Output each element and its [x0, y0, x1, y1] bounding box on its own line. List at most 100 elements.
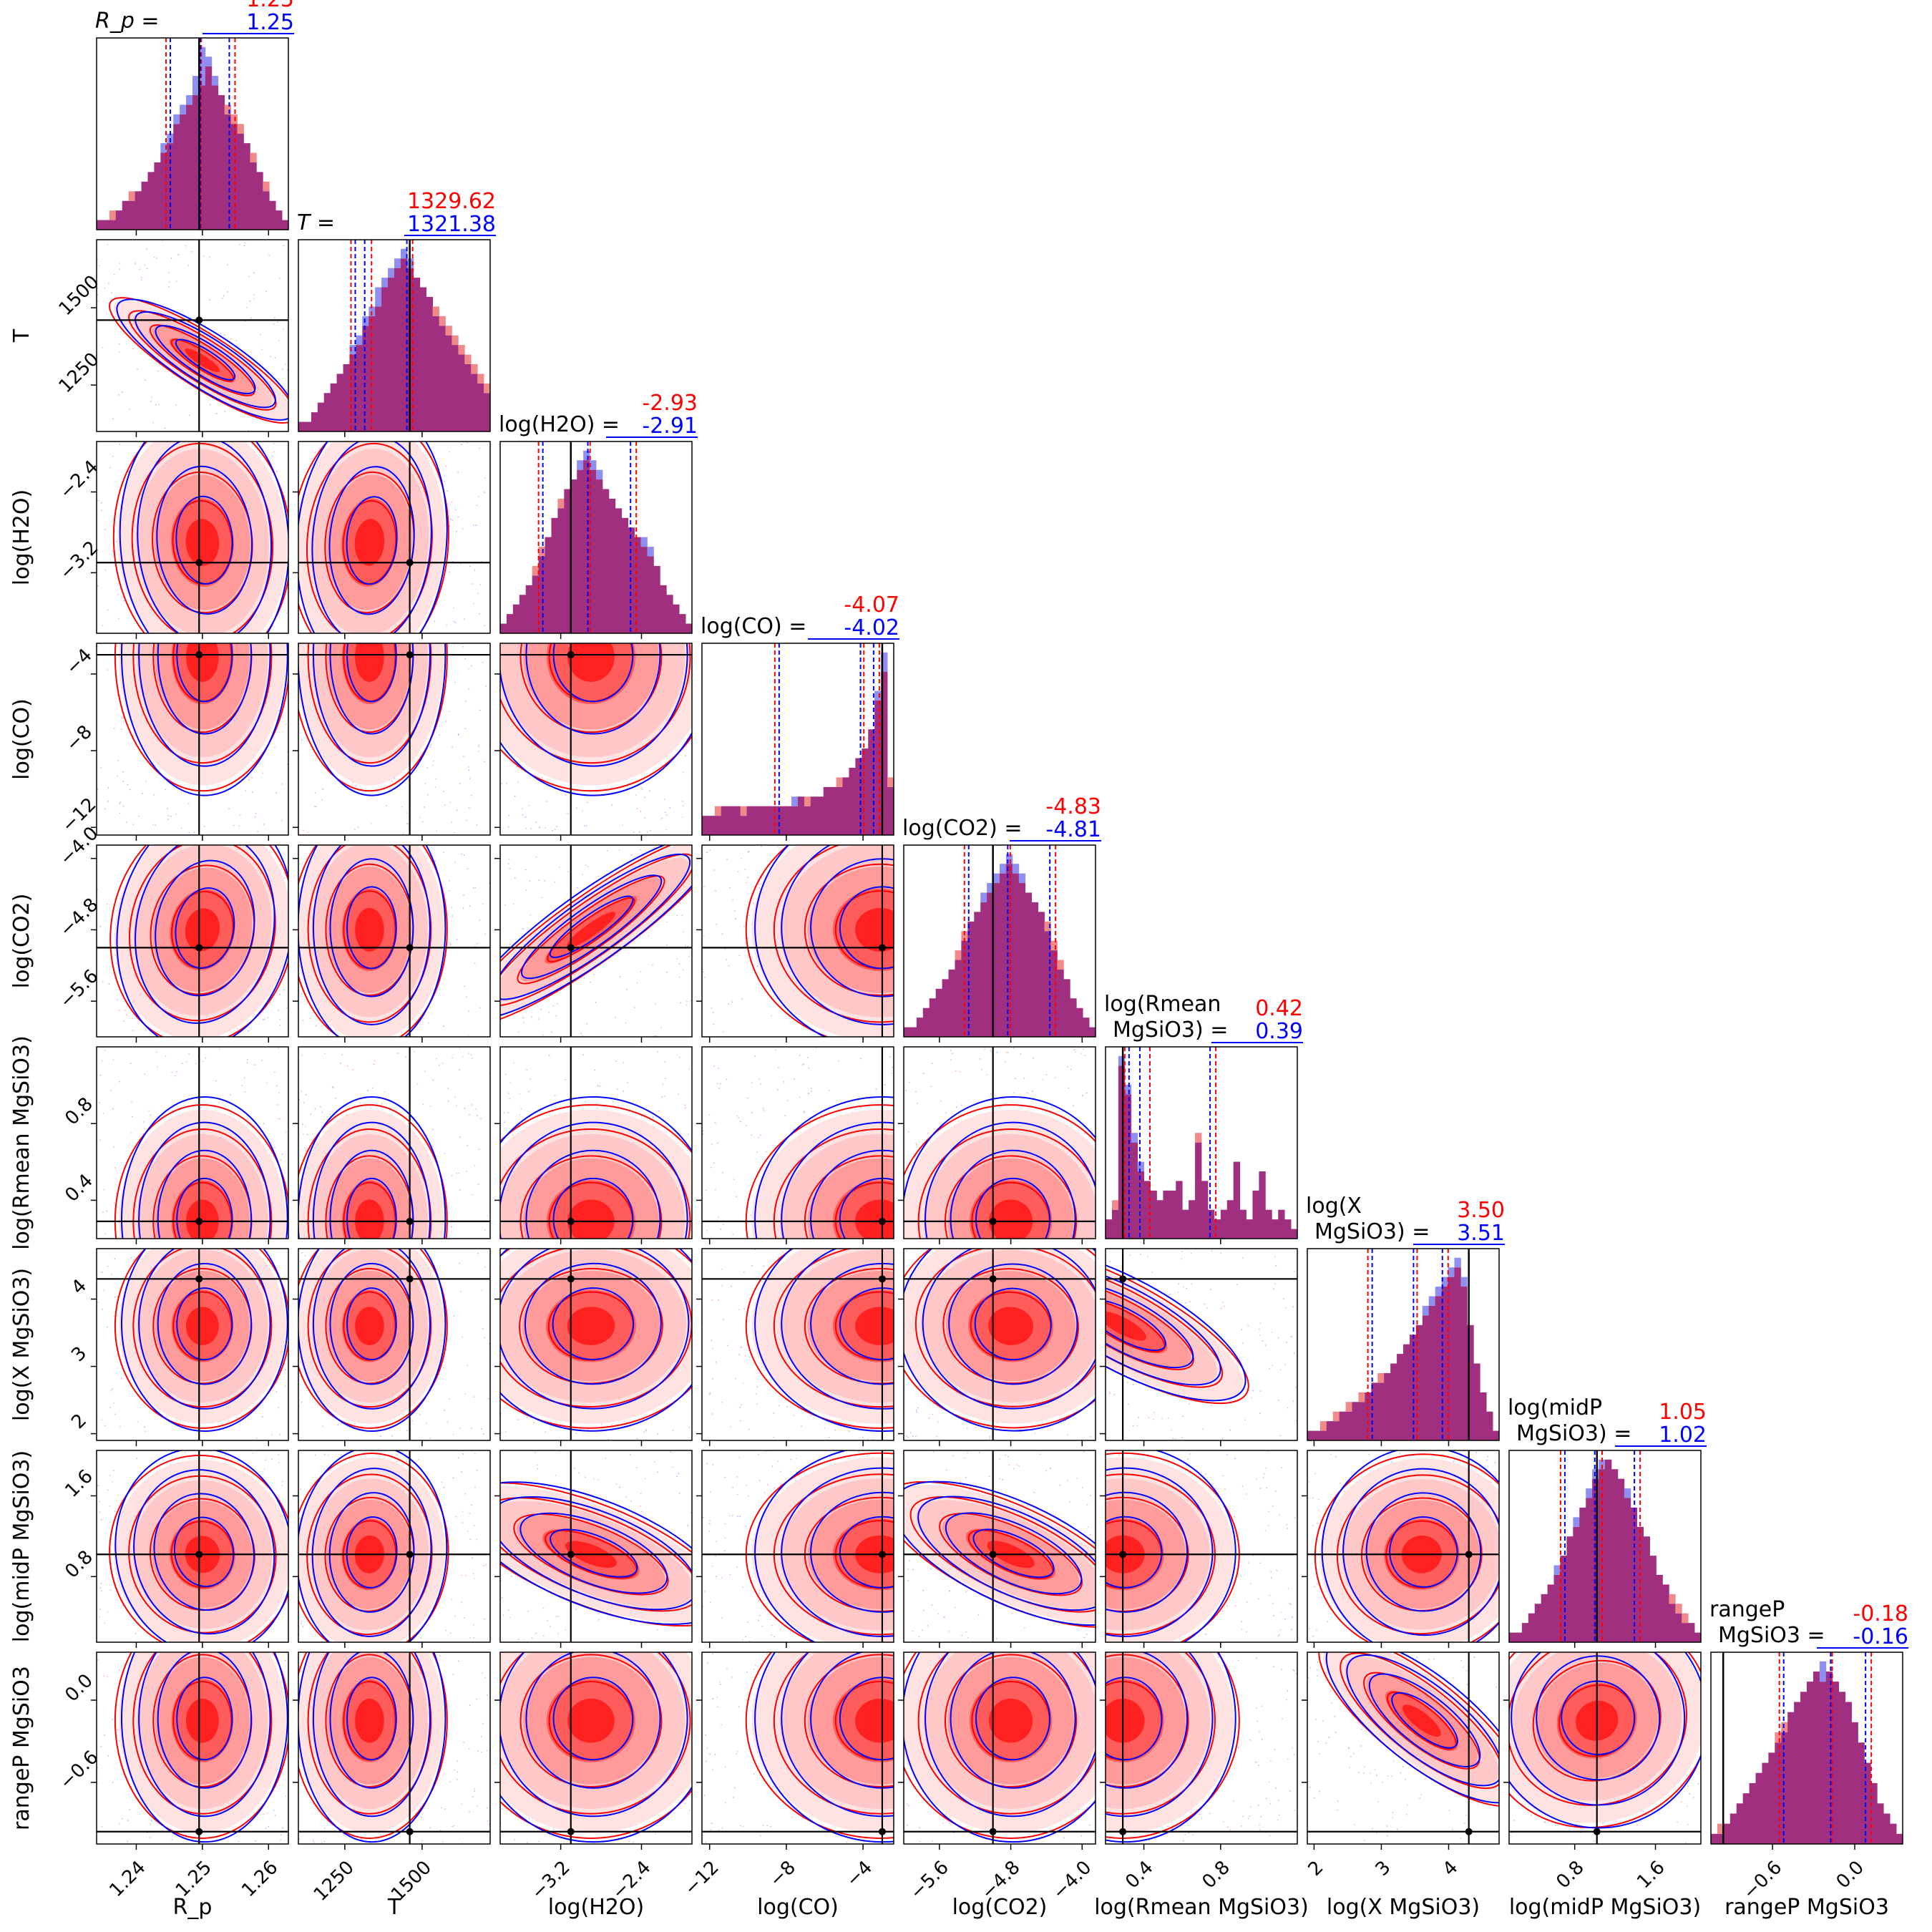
scatter-point: [1132, 1425, 1134, 1427]
scatter-point: [104, 287, 106, 289]
scatter-point: [209, 404, 211, 406]
scatter-point: [165, 789, 166, 791]
scatter-point: [286, 751, 288, 753]
scatter-point: [114, 1258, 116, 1259]
scatter-point: [1020, 1053, 1022, 1055]
scatter-point: [633, 831, 635, 833]
scatter-point: [462, 1511, 464, 1513]
scatter-point: [723, 1319, 725, 1321]
histogram-bar-overlap: [500, 623, 507, 633]
scatter-point: [580, 1033, 582, 1035]
scatter-point: [999, 1478, 1000, 1480]
scatter-point: [1215, 1488, 1216, 1489]
scatter-point: [715, 1556, 716, 1557]
scatter-point: [514, 877, 516, 879]
scatter-point: [167, 814, 170, 816]
histogram-bar-overlap: [1246, 1219, 1253, 1239]
histogram-bar-blue: [1018, 873, 1026, 884]
contour-red: [773, 1249, 894, 1408]
histogram-bar-overlap: [1454, 1267, 1461, 1440]
scatter-point: [965, 1631, 967, 1633]
scatter-point: [469, 778, 471, 780]
scatter-point: [778, 1257, 780, 1259]
contour-blue: [137, 441, 273, 633]
density-fill: [185, 519, 220, 566]
scatter-point: [426, 1135, 428, 1137]
scatter-point: [465, 701, 467, 702]
scatter-point: [263, 1468, 265, 1470]
scatter-point: [434, 786, 436, 788]
scatter-point: [548, 1055, 550, 1056]
scatter-point: [109, 1407, 111, 1409]
scatter-point: [261, 1416, 263, 1418]
histogram-bar-overlap: [343, 364, 350, 431]
scatter-point: [444, 1153, 446, 1155]
scatter-point: [429, 1106, 431, 1107]
scatter-point: [97, 1302, 99, 1304]
scatter-point: [119, 1425, 122, 1428]
scatter-point: [1042, 1079, 1044, 1080]
scatter-point: [915, 1142, 917, 1144]
histogram-bar-overlap: [1284, 1219, 1292, 1239]
contour-red: [114, 643, 288, 792]
scatter-point: [753, 902, 755, 904]
scatter-point: [676, 958, 678, 960]
scatter-point: [1211, 1249, 1213, 1252]
histogram-bar-overlap: [525, 585, 533, 633]
scatter-point: [673, 1537, 675, 1539]
scatter-point: [810, 1415, 812, 1417]
scatter-point: [783, 1080, 785, 1083]
scatter-point: [661, 1096, 663, 1098]
scatter-point: [573, 1468, 575, 1469]
scatter-point: [907, 1131, 909, 1133]
scatter-point: [1059, 1484, 1061, 1486]
scatter-point: [246, 1062, 248, 1064]
scatter-point: [274, 1071, 275, 1073]
scatter-point: [716, 923, 718, 925]
scatter-point: [230, 338, 232, 340]
scatter-point: [915, 1143, 917, 1146]
contour-blue: [950, 1149, 1076, 1239]
scatter-point: [687, 945, 689, 947]
scatter-point: [224, 411, 226, 412]
scatter-point: [751, 1265, 753, 1267]
scatter-point: [961, 1634, 963, 1636]
panel-midP-vs-Rmean: [1100, 1450, 1298, 1648]
scatter-point: [514, 795, 516, 797]
scatter-point: [745, 1636, 746, 1638]
truth-point: [878, 944, 886, 952]
scatter-point: [748, 850, 751, 852]
contour-blue: [311, 1468, 432, 1637]
scatter-point: [829, 1090, 830, 1091]
scatter-point: [478, 613, 480, 615]
scatter-point: [771, 1465, 774, 1468]
scatter-point: [614, 1017, 616, 1018]
scatter-point: [464, 985, 465, 987]
histogram-bar-overlap: [727, 806, 735, 835]
contour-red: [547, 897, 635, 962]
contour-red: [306, 442, 433, 633]
scatter-point: [107, 786, 109, 789]
truth-point: [406, 1551, 414, 1558]
scatter-point: [167, 808, 168, 810]
scatter-point: [464, 1393, 466, 1395]
scatter-point: [429, 1438, 431, 1439]
scatter-point: [573, 1488, 575, 1491]
panel-content: [702, 845, 894, 1037]
scatter-point: [960, 1481, 962, 1483]
scatter-point: [636, 982, 638, 984]
panel-frame: [96, 1046, 289, 1239]
scatter-point: [1234, 1458, 1236, 1460]
scatter-point: [665, 829, 668, 831]
scatter-point: [472, 602, 474, 605]
scatter-point: [278, 709, 280, 711]
scatter-point: [470, 1428, 472, 1429]
scatter-point: [246, 1058, 248, 1060]
scatter-point: [115, 1192, 117, 1194]
histogram-bar-overlap: [855, 758, 862, 835]
scatter-point: [302, 1133, 304, 1135]
histogram-bar-overlap: [413, 278, 421, 431]
scatter-point: [1264, 1345, 1267, 1346]
scatter-point: [531, 1016, 532, 1018]
panel-frame: [903, 1248, 1096, 1441]
